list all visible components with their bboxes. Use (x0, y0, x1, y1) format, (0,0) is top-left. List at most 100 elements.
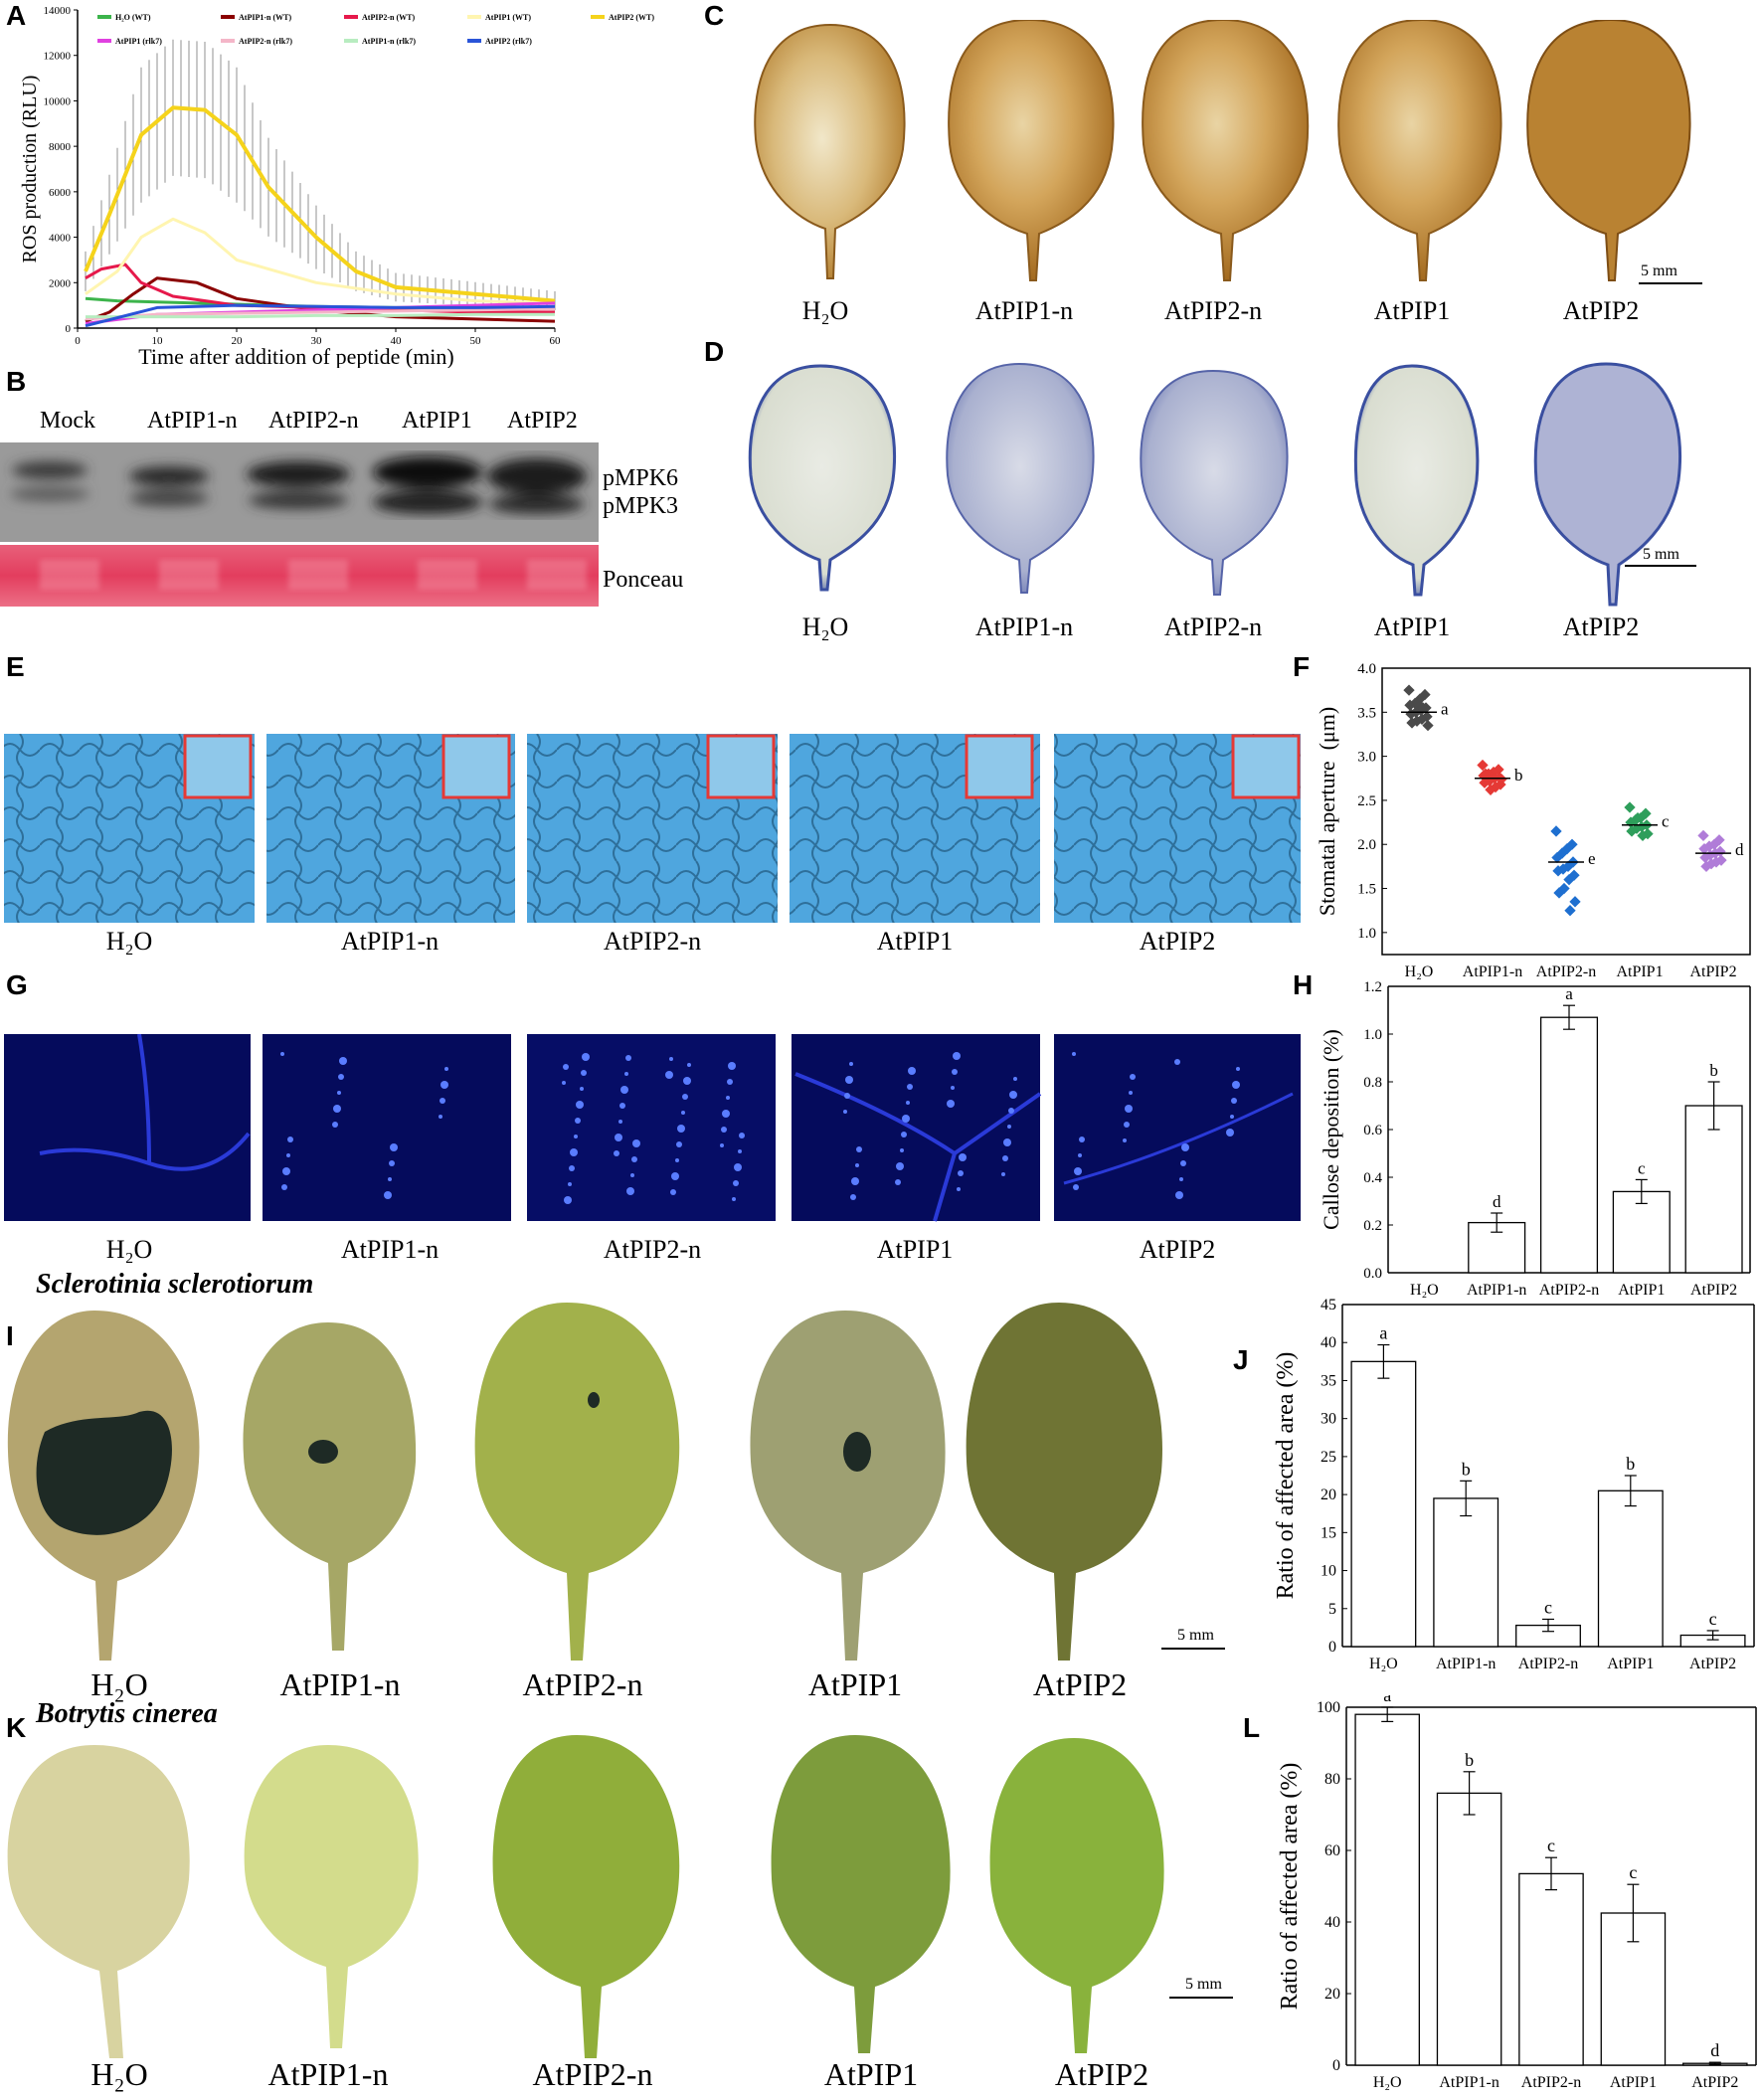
callose-spot (900, 1148, 904, 1152)
ros-y-axis-label: ROS production (RLU) (20, 76, 41, 263)
caption-d-h2o: H₂O (801, 612, 849, 641)
callose-spot (734, 1163, 742, 1171)
callose-spot (338, 1074, 344, 1080)
species-label-botrytis: Botrytis cinerea (36, 1698, 218, 1729)
caption-d-pip2: AtPIP2 (1562, 612, 1640, 641)
callose-spot (845, 1076, 853, 1084)
callose-spot (732, 1197, 736, 1201)
sclerotinia-area-y-tick-label: 20 (1321, 1487, 1336, 1503)
botrytis-area-bar (1518, 1872, 1584, 2066)
dab-leaf-h2o (754, 23, 906, 279)
callose-spot (721, 1127, 727, 1133)
trypan-leaves-image (748, 362, 1682, 607)
trypan-leaf-pip2n (1140, 369, 1289, 596)
botrytis-area-significance-letter: a (1383, 1695, 1391, 1705)
callose-spot (844, 1093, 850, 1099)
callose-spot (388, 1177, 392, 1181)
botrytis-affected-area-chart: 0 20 40 60 80 100 a H₂O b AtPIP1-n c AtPIP2-n c AtPIP… (1277, 1695, 1757, 2091)
callose-spot (1179, 1177, 1183, 1181)
sclerotinia-area-y-tick-label: 15 (1321, 1524, 1336, 1541)
callose-spot (728, 1062, 736, 1070)
aperture-point (1550, 825, 1562, 837)
aperture-point (1569, 896, 1581, 908)
botrytis-leaf-pip2 (989, 1738, 1164, 2053)
aperture-point (1479, 777, 1491, 788)
callose-spot (444, 1067, 448, 1071)
aperture-point (1700, 860, 1712, 873)
botrytis-area-category-label: H₂O (1373, 2074, 1402, 2091)
ros-legend-entry: AtPIP2 (rlk7) (485, 37, 532, 46)
aperture-point (1564, 905, 1576, 917)
aperture-point (1551, 851, 1563, 864)
callose-spot (630, 1173, 634, 1177)
ros-legend-entry: AtPIP2-n (rlk7) (239, 37, 292, 46)
callose-spot (1124, 1122, 1130, 1128)
callose-image-pip2n (527, 1034, 776, 1221)
scale-bar-c-label: 5 mm (1641, 262, 1677, 279)
botrytis-area-y-tick-label: 60 (1324, 1842, 1340, 1859)
callose-spot (1226, 1129, 1234, 1137)
scale-bar-i-label: 5 mm (1177, 1627, 1214, 1644)
caption-e-h2o: H₂O (105, 927, 153, 956)
sclerotinia-area-category-label: AtPIP2-n (1518, 1656, 1578, 1672)
sclerotinia-area-y-tick-label: 35 (1321, 1372, 1336, 1389)
caption-k-pip2n: AtPIP2-n (532, 2056, 653, 2092)
caption-g-pip2: AtPIP2 (1139, 1235, 1216, 1264)
callose-significance-letter: d (1493, 1192, 1501, 1211)
ros-legend-entry: AtPIP2 (WT) (609, 13, 654, 22)
aperture-category-label: AtPIP2-n (1536, 963, 1596, 980)
sclerotinia-area-category-label: H₂O (1369, 1656, 1398, 1672)
aperture-point (1404, 699, 1416, 711)
ros-y-tick-label: 6000 (49, 187, 72, 199)
caption-e-pip1: AtPIP1 (876, 927, 954, 956)
callose-spot (1074, 1167, 1082, 1175)
callose-spot (626, 1187, 634, 1195)
callose-category-label: AtPIP1 (1618, 1282, 1665, 1299)
panel-label-f: F (1293, 651, 1311, 682)
caption-c-h2o: H₂O (801, 296, 849, 325)
callose-spot (849, 1062, 853, 1066)
callose-spot (440, 1081, 448, 1089)
caption-i-h2o: H₂O (90, 1666, 148, 1702)
callose-spot (906, 1101, 910, 1105)
sclerotinia-area-y-tick-label: 0 (1328, 1639, 1336, 1656)
blot-lane-pip1: AtPIP1 (402, 408, 472, 434)
aperture-point (1403, 684, 1415, 696)
caption-e-pip2: AtPIP2 (1139, 927, 1216, 956)
callose-y-axis-label: Callose deposition (%) (1319, 1029, 1343, 1230)
callose-spot (1123, 1138, 1127, 1142)
callose-spot (631, 1156, 637, 1162)
callose-spot (895, 1179, 901, 1185)
aperture-y-tick-label: 2.0 (1357, 837, 1376, 853)
ros-legend-entry: AtPIP1-n (WT) (239, 13, 291, 22)
sclerotinia-area-y-tick-label: 10 (1321, 1563, 1336, 1580)
callose-y-tick-label: 0.4 (1363, 1170, 1382, 1186)
sclerotinia-area-y-tick-label: 25 (1321, 1449, 1336, 1466)
botrytis-area-significance-letter: c (1547, 1836, 1555, 1855)
sclerotinia-leaf-h2o (7, 1311, 200, 1661)
callose-spot (624, 1072, 628, 1076)
callose-spot (952, 1069, 958, 1075)
botrytis-area-bar (1436, 1792, 1502, 2066)
ros-line-chart: 0 2000 4000 6000 8000 10000 12000 14000 0 10 20 30 4… (20, 5, 654, 368)
caption-k-pip1: AtPIP1 (823, 2056, 919, 2092)
aperture-y-tick-label: 1.0 (1357, 926, 1376, 942)
panel-label-h: H (1293, 969, 1314, 1000)
ros-y-tick-label: 10000 (44, 95, 72, 107)
callose-spot (726, 1096, 730, 1100)
blot-lane-mock: Mock (40, 408, 95, 434)
callose-spot (615, 1134, 622, 1141)
callose-spot (1001, 1172, 1005, 1176)
dab-leaf-pip1 (1337, 20, 1502, 281)
blot-loading-ponceau: Ponceau (603, 567, 684, 593)
callose-spot (682, 1094, 688, 1100)
aperture-y-tick-label: 3.5 (1357, 705, 1376, 721)
callose-spot (901, 1132, 907, 1138)
ros-legend-entry: AtPIP2-n (WT) (362, 13, 415, 22)
callose-spot (575, 1118, 581, 1124)
dab-leaf-pip2n (1142, 20, 1310, 281)
botrytis-area-bar (1354, 1713, 1420, 2066)
callose-spot (1072, 1052, 1076, 1056)
sclerotinia-area-y-axis-label: Ratio of affected area (%) (1273, 1352, 1299, 1600)
ros-y-tick-label: 8000 (49, 141, 72, 153)
